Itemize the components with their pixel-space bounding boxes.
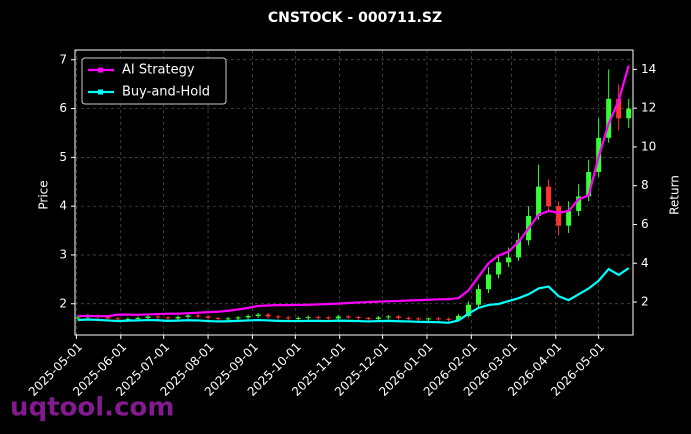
candle-body xyxy=(325,317,331,319)
y2-tick-label: 8 xyxy=(641,178,649,192)
candle-body xyxy=(455,315,461,320)
candle-body xyxy=(75,317,81,319)
candle-body xyxy=(405,317,411,319)
y-tick-label: 5 xyxy=(59,150,67,164)
legend-marker xyxy=(98,67,103,73)
candle-body xyxy=(496,262,502,275)
candle-body xyxy=(295,317,301,319)
candle-body xyxy=(205,316,211,318)
y2-tick-label: 6 xyxy=(641,217,649,231)
candle-body xyxy=(395,316,401,318)
candle-body xyxy=(245,315,251,318)
candle-body xyxy=(305,316,311,318)
candle-body xyxy=(586,172,592,197)
candle-body xyxy=(255,314,261,316)
y-tick-label: 4 xyxy=(59,199,67,213)
candle-body xyxy=(365,317,371,319)
plot-frame xyxy=(74,49,634,336)
y-tick-label: 3 xyxy=(59,247,67,261)
candle-body xyxy=(425,318,431,320)
watermark: uqtool.com xyxy=(10,393,174,423)
candle-body xyxy=(225,318,231,320)
legend-box xyxy=(81,57,227,105)
y-tick-label: 7 xyxy=(59,52,67,66)
candle-body xyxy=(435,318,441,320)
candle-body xyxy=(145,316,151,318)
candle-body xyxy=(546,186,552,207)
candle-body xyxy=(315,316,321,318)
candle-body xyxy=(566,211,572,226)
candle-body xyxy=(135,317,141,319)
candle-body xyxy=(215,317,221,319)
return-line xyxy=(77,65,630,318)
candle-body xyxy=(275,316,281,318)
candle-body xyxy=(165,317,171,319)
candle-body xyxy=(125,318,131,320)
candle-body xyxy=(606,98,612,138)
candle-body xyxy=(185,315,191,317)
candle-body xyxy=(626,108,632,119)
legend: AI Strategy Buy-and-Hold xyxy=(81,57,227,105)
candle-body xyxy=(516,240,522,258)
legend-label: Buy-and-Hold xyxy=(122,85,210,100)
candle-body xyxy=(506,257,512,263)
candle-body xyxy=(415,318,421,320)
candle-body xyxy=(445,318,451,320)
y-tick-label: 2 xyxy=(59,296,67,310)
legend-label: AI Strategy xyxy=(122,63,195,78)
candle-body xyxy=(105,316,111,319)
candle-body xyxy=(335,316,341,319)
y2-tick-label: 2 xyxy=(641,295,649,309)
candle-body xyxy=(265,314,271,317)
y2-tick-label: 14 xyxy=(641,62,656,76)
y2-tick-label: 4 xyxy=(641,256,649,270)
candle-body xyxy=(175,316,181,319)
candle-body xyxy=(235,317,241,319)
candle-body xyxy=(195,315,201,317)
y-tick-label: 6 xyxy=(59,101,67,115)
y2-tick-label: 12 xyxy=(641,101,656,115)
candle-body xyxy=(475,289,481,305)
candle-body xyxy=(345,316,351,318)
candle-body xyxy=(576,196,582,212)
candle-body xyxy=(536,186,542,216)
legend-marker xyxy=(98,89,103,95)
candle-body xyxy=(485,274,491,290)
candle-body xyxy=(155,316,161,318)
candle-body xyxy=(556,206,562,226)
y2-axis-label: Return xyxy=(668,175,682,215)
chart-title: CNSTOCK - 000711.SZ xyxy=(268,10,442,26)
y-axis-label: Price xyxy=(37,180,51,209)
return-line xyxy=(77,267,630,324)
candle-body xyxy=(285,317,291,319)
candle-body xyxy=(355,316,361,318)
candle-body xyxy=(385,316,391,318)
y2-tick-label: 10 xyxy=(641,139,656,153)
candle-body xyxy=(375,317,381,319)
candle-body xyxy=(115,318,121,320)
candle-body xyxy=(465,304,471,316)
candle-body xyxy=(616,98,622,119)
